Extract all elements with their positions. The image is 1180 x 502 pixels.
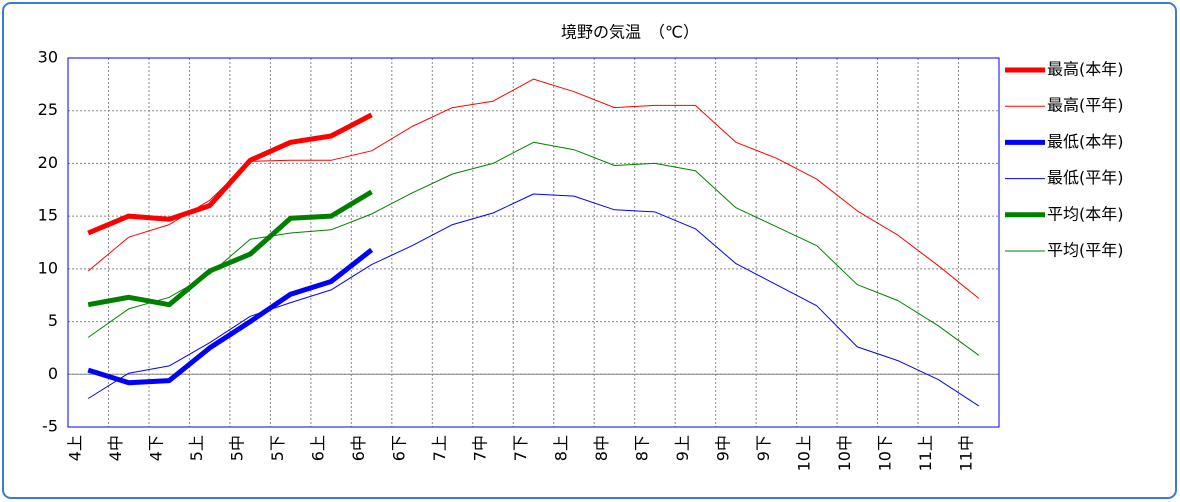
chart-title: 境野の気温 （℃） — [561, 23, 699, 42]
series-line — [87, 112, 373, 236]
x-tick-label: 9下 — [754, 435, 773, 461]
x-tick-label: 4下 — [147, 435, 166, 461]
legend-label: 平均(本年) — [1047, 204, 1124, 223]
legend-label: 最高(本年) — [1047, 60, 1124, 79]
x-tick-label: 6中 — [349, 435, 368, 461]
legend-label: 最低(本年) — [1047, 132, 1124, 151]
legend-label: 最高(平年) — [1047, 96, 1124, 115]
series-line — [87, 141, 980, 356]
x-tick-label: 10上 — [794, 435, 813, 471]
legend-label: 平均(平年) — [1047, 241, 1124, 260]
y-tick-label: 0 — [48, 364, 58, 383]
x-tick-label: 6下 — [390, 435, 409, 461]
x-tick-label: 9上 — [673, 435, 692, 461]
y-tick-label: 5 — [48, 311, 58, 330]
x-tick-label: 4中 — [106, 435, 125, 461]
y-tick-label: 20 — [38, 153, 58, 172]
series-line — [87, 247, 374, 386]
x-tick-label: 5下 — [268, 435, 287, 461]
x-tick-label: 11中 — [956, 435, 975, 471]
x-tick-label: 7上 — [430, 435, 449, 461]
series-line — [87, 78, 980, 299]
y-tick-label: 25 — [38, 100, 58, 119]
y-tick-label: 15 — [38, 206, 58, 225]
y-tick-label: -5 — [42, 417, 58, 436]
legend-label: 最低(平年) — [1047, 168, 1124, 187]
series-line — [87, 193, 980, 407]
x-tick-label: 11上 — [916, 435, 935, 471]
x-tick-label: 8下 — [632, 435, 651, 461]
x-tick-label: 10中 — [835, 435, 854, 471]
series-line — [87, 189, 373, 308]
x-tick-label: 8中 — [592, 435, 611, 461]
plot-border — [67, 57, 1000, 428]
x-tick-label: 7下 — [511, 435, 530, 461]
y-tick-label: 30 — [38, 48, 58, 67]
y-tick-label: 10 — [38, 258, 58, 277]
x-tick-label: 5上 — [187, 435, 206, 461]
x-tick-label: 8上 — [551, 435, 570, 461]
x-tick-label: 4上 — [66, 435, 85, 461]
x-tick-label: 6上 — [309, 435, 328, 461]
x-tick-label: 7中 — [471, 435, 490, 461]
x-tick-label: 10下 — [875, 435, 894, 471]
x-tick-label: 9中 — [713, 435, 732, 461]
x-tick-label: 5中 — [228, 435, 247, 461]
plot-area — [68, 58, 999, 427]
